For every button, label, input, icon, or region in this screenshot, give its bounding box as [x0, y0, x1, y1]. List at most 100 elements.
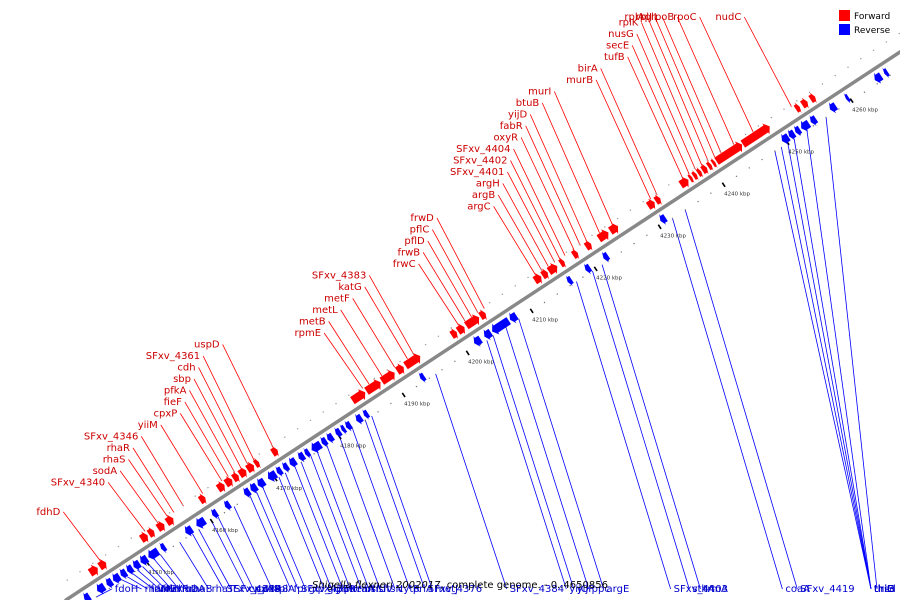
reverse-gene-leader — [364, 420, 426, 590]
reverse-gene-leader — [435, 373, 508, 590]
forward-gene — [546, 263, 558, 275]
forward-gene-label: fabR — [500, 121, 523, 132]
reverse-gene-leader — [256, 491, 299, 590]
forward-gene-label: SFxv_4401 — [450, 167, 504, 178]
forward-gene — [215, 481, 226, 493]
reverse-gene-label: frvX — [162, 584, 183, 595]
forward-track-dot — [130, 537, 132, 539]
reverse-gene-label: rhaM — [145, 584, 170, 595]
reverse-gene — [793, 125, 803, 137]
forward-track-dot — [885, 41, 888, 43]
forward-track-dot — [437, 335, 440, 337]
reverse-gene — [509, 312, 519, 324]
reverse-gene — [787, 129, 797, 141]
reverse-gene — [257, 477, 267, 489]
scale-tick-label: 4210 kbp — [532, 318, 558, 324]
reverse-gene — [223, 500, 232, 511]
forward-gene-label: SFxv_4404 — [456, 144, 510, 155]
forward-track-dot — [629, 209, 632, 211]
forward-gene-label: argB — [472, 190, 495, 201]
reverse-gene-leader — [371, 415, 433, 590]
forward-gene — [800, 97, 809, 109]
forward-gene-leader — [676, 16, 735, 145]
reverse-gene — [843, 92, 851, 104]
forward-track-dot — [527, 276, 529, 279]
reverse-gene — [275, 466, 284, 477]
scale-minor-tick — [748, 167, 750, 169]
reverse-gene-leader — [284, 472, 332, 590]
reverse-gene-leader — [793, 138, 872, 590]
reverse-gene-label: rraA — [353, 584, 374, 595]
forward-track-dot — [783, 108, 785, 110]
reverse-gene-label: SFxv_4376 — [428, 584, 482, 595]
forward-gene-label: cpxP — [153, 408, 177, 419]
reverse-gene-leader — [294, 466, 344, 590]
scale-minor-tick — [582, 276, 584, 278]
reverse-gene-label: SFxv_4384 — [510, 584, 564, 595]
reverse-gene-label: ppc — [592, 584, 610, 595]
forward-track-dot — [693, 167, 696, 169]
reverse-gene — [148, 547, 161, 561]
scale-tick-label: 4150 kbp — [148, 570, 174, 576]
forward-gene — [97, 558, 107, 571]
reverse-gene-leader — [179, 541, 209, 590]
reverse-gene-label: yijP — [577, 584, 595, 595]
reverse-gene-label: glpX — [309, 584, 331, 595]
forward-gene-leader — [132, 447, 175, 513]
forward-gene — [364, 379, 381, 395]
scale-minor-tick — [697, 200, 699, 203]
scale-major-tick — [209, 518, 214, 524]
forward-gene-leader — [128, 459, 168, 517]
forward-gene-label: rhaS — [103, 454, 126, 465]
forward-gene-label: argH — [476, 178, 500, 189]
forward-gene-leader — [422, 252, 466, 322]
forward-gene-leader — [541, 102, 600, 233]
reverse-gene — [473, 335, 483, 347]
forward-track-dot — [476, 310, 478, 312]
reverse-gene-label: argE — [607, 584, 630, 595]
forward-gene — [695, 166, 704, 178]
reverse-gene-label: tpiA — [275, 584, 295, 595]
reverse-gene-label: rhaB — [189, 584, 212, 595]
forward-gene — [793, 102, 802, 114]
reverse-gene-label: thiE — [874, 584, 893, 595]
forward-gene — [700, 163, 709, 175]
scale-tick-label: 4160 kbp — [212, 528, 238, 534]
forward-gene-leader — [520, 137, 575, 250]
scale-minor-tick — [710, 192, 712, 194]
forward-gene-label: oxyR — [493, 132, 518, 143]
forward-gene-leader — [340, 309, 383, 377]
forward-gene — [532, 273, 542, 285]
reverse-gene-leader — [672, 218, 783, 590]
forward-gene — [252, 457, 261, 469]
reverse-gene-leader — [278, 476, 325, 590]
scale-tick-label: 4180 kbp — [340, 444, 366, 450]
reverse-gene — [344, 420, 353, 432]
forward-gene-label: rplL — [641, 12, 660, 23]
reverse-gene-label: SFxv_4403 — [674, 584, 728, 595]
forward-gene — [687, 172, 695, 184]
scale-minor-tick — [735, 175, 738, 178]
forward-track-dot — [156, 520, 158, 523]
scale-minor-tick — [633, 242, 635, 245]
forward-track-dot — [501, 293, 504, 295]
forward-track-dot — [360, 386, 363, 388]
forward-gene-leader — [323, 332, 364, 389]
forward-gene-leader — [189, 390, 236, 473]
scale-minor-tick — [863, 91, 866, 93]
scale-minor-tick — [671, 217, 674, 220]
reverse-gene — [483, 328, 494, 341]
reverse-gene-leader — [505, 327, 590, 590]
forward-gene — [237, 466, 247, 479]
reverse-gene-leader — [352, 428, 411, 590]
forward-track-dot — [258, 453, 260, 455]
forward-gene-label: murB — [566, 75, 593, 86]
reverse-gene-label: hslV — [372, 584, 393, 595]
forward-track-dot — [284, 436, 286, 438]
forward-gene-label: cdh — [177, 362, 195, 373]
reverse-gene — [334, 427, 343, 439]
forward-gene-leader — [600, 68, 658, 196]
forward-gene-label: rpoC — [673, 12, 697, 23]
forward-gene-leader — [595, 79, 652, 200]
reverse-gene-leader — [211, 520, 247, 590]
